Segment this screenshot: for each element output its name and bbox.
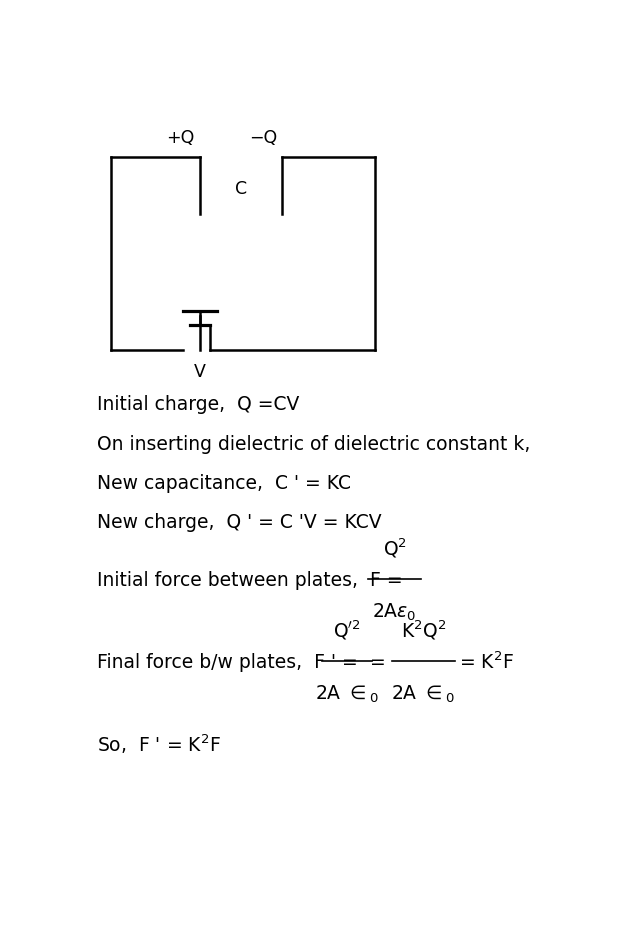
Text: Initial force between plates,  F =: Initial force between plates, F = — [97, 570, 402, 589]
Text: 2A $\in_0$: 2A $\in_0$ — [314, 683, 379, 704]
Text: = K$^2$F: = K$^2$F — [459, 651, 515, 672]
Text: C: C — [235, 179, 247, 198]
Text: Q$^2$: Q$^2$ — [383, 535, 407, 560]
Text: K$^2$Q$^2$: K$^2$Q$^2$ — [401, 618, 446, 641]
Text: 2A$\varepsilon_0$: 2A$\varepsilon_0$ — [373, 600, 417, 622]
Text: Final force b/w plates,  F ' =: Final force b/w plates, F ' = — [97, 652, 358, 671]
Text: +Q: +Q — [167, 129, 195, 148]
Text: Q$^{\prime2}$: Q$^{\prime2}$ — [333, 618, 360, 641]
Text: 2A $\in_0$: 2A $\in_0$ — [391, 683, 456, 704]
Text: V: V — [194, 363, 206, 380]
Text: New charge,  Q ' = C 'V = KCV: New charge, Q ' = C 'V = KCV — [97, 513, 381, 532]
Text: =: = — [370, 652, 386, 671]
Text: −Q: −Q — [249, 129, 278, 148]
Text: Initial charge,  Q =CV: Initial charge, Q =CV — [97, 394, 299, 414]
Text: So,  F ' = K$^2$F: So, F ' = K$^2$F — [97, 732, 221, 755]
Text: On inserting dielectric of dielectric constant k,: On inserting dielectric of dielectric co… — [97, 434, 530, 453]
Text: New capacitance,  C ' = KC: New capacitance, C ' = KC — [97, 473, 351, 493]
